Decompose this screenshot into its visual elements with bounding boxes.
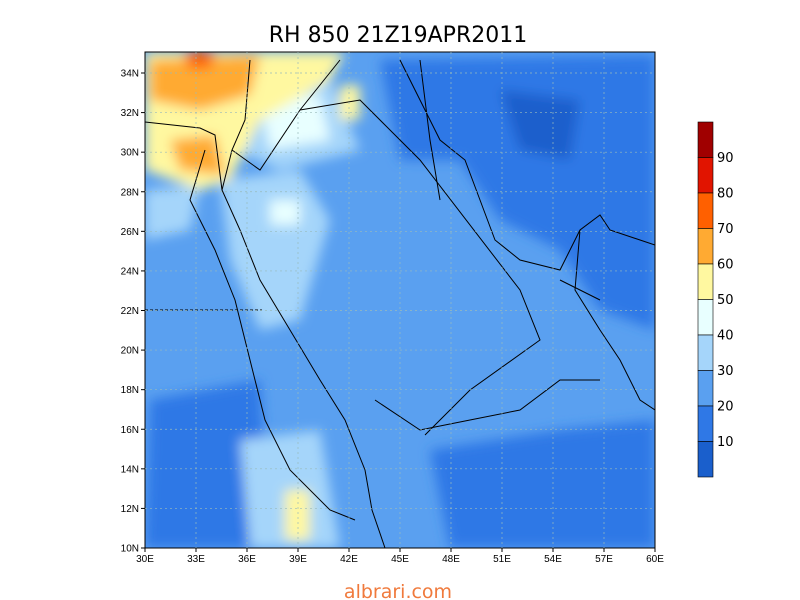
lat-label: 30N	[121, 148, 139, 159]
lon-label: 30E	[136, 554, 154, 565]
lat-label: 12N	[121, 504, 139, 515]
lat-label: 24N	[121, 266, 139, 277]
colorbar: 90 80 70 60 50 40 30 20 10	[697, 121, 734, 478]
field-blob	[285, 490, 310, 540]
field-blob	[150, 55, 260, 110]
lon-label: 42E	[340, 554, 358, 565]
ticks: 34N32N30N28N26N24N22N20N18N16N14N12N10N3…	[121, 69, 665, 566]
colorbar-swatch	[697, 192, 714, 229]
lat-label: 14N	[121, 464, 139, 475]
colorbar-swatch	[697, 370, 714, 407]
lat-label: 28N	[121, 187, 139, 198]
field-blob	[145, 185, 200, 240]
lat-label: 20N	[121, 346, 139, 357]
border	[419, 59, 601, 301]
lon-label: 57E	[595, 554, 613, 565]
coastlines	[145, 59, 655, 548]
field-blob	[340, 85, 360, 120]
colorbar-label: 70	[717, 222, 734, 237]
lon-label: 54E	[544, 554, 562, 565]
field-blob	[270, 200, 300, 225]
coast	[221, 59, 341, 191]
field-blob	[500, 90, 580, 160]
colorbar-swatch	[697, 334, 714, 371]
colorbar-swatch	[697, 228, 714, 265]
field	[145, 52, 655, 548]
lon-label: 60E	[646, 554, 664, 565]
lat-label: 26N	[121, 227, 139, 238]
colorbar-label: 60	[717, 258, 734, 273]
colorbar-swatch	[697, 157, 714, 194]
colorbar-label: 20	[717, 400, 734, 415]
lat-label: 16N	[121, 425, 139, 436]
field-blob	[220, 170, 330, 330]
lat-label: 10N	[121, 544, 139, 555]
colorbar-swatch	[697, 441, 714, 478]
colorbar-label: 40	[717, 329, 734, 344]
field-blob	[170, 135, 225, 175]
colorbar-label: 50	[717, 293, 734, 308]
lon-label: 39E	[289, 554, 307, 565]
lat-label: 18N	[121, 385, 139, 396]
field-blob	[240, 430, 340, 548]
field-blob	[145, 380, 270, 548]
colorbar-label: 30	[717, 364, 734, 379]
field-blob	[185, 52, 215, 68]
coast	[189, 149, 356, 521]
coast	[399, 59, 655, 271]
field-blob	[430, 420, 655, 548]
colorbar-swatch	[697, 299, 714, 336]
lon-label: 36E	[238, 554, 256, 565]
lat-label: 32N	[121, 108, 139, 119]
colorbar-label: 80	[717, 187, 734, 202]
lon-label: 51E	[493, 554, 511, 565]
field-blob	[380, 55, 655, 330]
lat-label: 22N	[121, 306, 139, 317]
coast	[374, 229, 655, 431]
watermark: albrari.com	[344, 581, 452, 600]
lat-label: 34N	[121, 69, 139, 80]
colorbar-swatch	[697, 263, 714, 300]
grid	[145, 52, 655, 548]
coast	[145, 121, 386, 548]
colorbar-swatch	[697, 405, 714, 442]
colorbar-swatch	[697, 121, 714, 158]
lon-label: 48E	[442, 554, 460, 565]
lon-label: 33E	[187, 554, 205, 565]
title: RH 850 21Z19APR2011	[269, 23, 527, 48]
lon-label: 45E	[391, 554, 409, 565]
colorbar-label: 90	[717, 151, 734, 166]
colorbar-label: 10	[717, 435, 734, 450]
